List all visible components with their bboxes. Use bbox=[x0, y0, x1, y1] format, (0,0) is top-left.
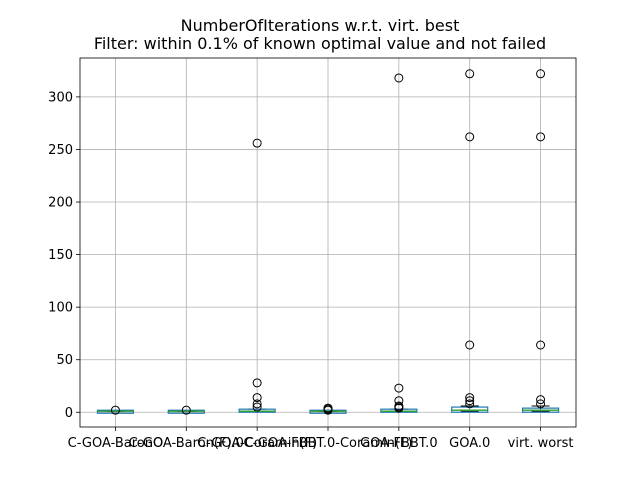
flier-point bbox=[252, 402, 262, 412]
flier-point bbox=[465, 396, 475, 406]
y-tick-label: 100 bbox=[48, 301, 73, 316]
y-tick-label: 250 bbox=[48, 143, 73, 158]
chart-title: NumberOfIterations w.r.t. virt. best bbox=[180, 16, 460, 35]
flier-point bbox=[536, 340, 546, 350]
flier-point bbox=[465, 399, 475, 409]
flier-point bbox=[252, 378, 262, 388]
flier-point bbox=[536, 395, 546, 405]
x-tick-label: GOA-FBBT.0 bbox=[360, 436, 438, 451]
y-tick-label: 200 bbox=[48, 196, 73, 211]
x-tick-label: C-GOA-BaronO bbox=[68, 436, 164, 451]
flier-point bbox=[110, 405, 120, 415]
flier-point bbox=[252, 399, 262, 409]
flier-point bbox=[394, 401, 404, 411]
x-tick-label: C-GOA-Baron(F).0 bbox=[129, 436, 244, 451]
flier-point bbox=[394, 73, 404, 83]
y-tick-label: 150 bbox=[48, 248, 73, 263]
x-tick-label: virt. worst bbox=[508, 436, 574, 451]
flier-point bbox=[394, 383, 404, 393]
y-tick-label: 50 bbox=[56, 353, 73, 368]
flier-point bbox=[252, 393, 262, 403]
chart-subtitle: Filter: within 0.1% of known optimal val… bbox=[93, 34, 547, 53]
x-tick-label: C-GOA-FBBT.0-Coramin(F) bbox=[244, 436, 413, 451]
y-tick-label: 0 bbox=[65, 406, 73, 421]
flier-point bbox=[181, 405, 191, 415]
flier-point bbox=[394, 396, 404, 406]
flier-point bbox=[465, 132, 475, 142]
x-tick-label: GOA.0 bbox=[449, 436, 490, 451]
flier-point bbox=[252, 138, 262, 148]
flier-point bbox=[536, 132, 546, 142]
flier-point bbox=[323, 403, 333, 413]
y-tick-label: 300 bbox=[48, 90, 73, 105]
flier-point bbox=[536, 69, 546, 79]
flier-point bbox=[465, 393, 475, 403]
flier-point bbox=[536, 399, 546, 409]
flier-point bbox=[465, 69, 475, 79]
x-tick-label: C-GOA-Coramin(F) bbox=[197, 436, 317, 451]
flier-point bbox=[465, 340, 475, 350]
